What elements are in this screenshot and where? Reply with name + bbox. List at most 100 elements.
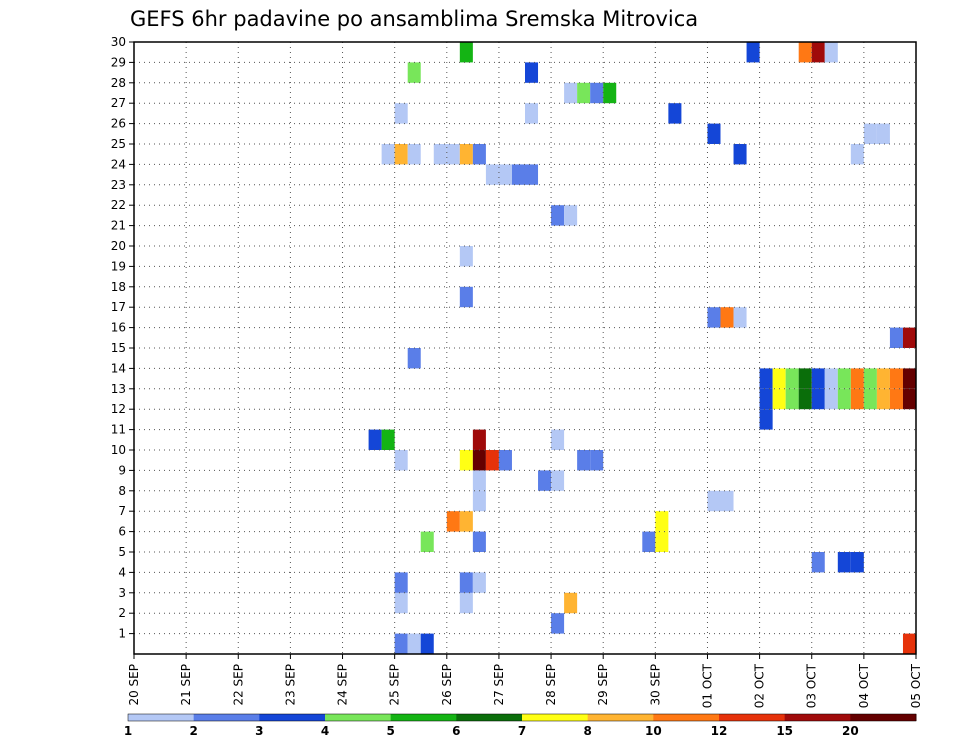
- legend-label: 7: [518, 724, 526, 738]
- heatmap-cell: [525, 164, 539, 185]
- heatmap-cell: [407, 633, 421, 654]
- heatmap-cell: [759, 409, 773, 430]
- heatmap-cell: [564, 205, 578, 226]
- y-tick-label: 3: [118, 586, 126, 600]
- legend-label: 2: [189, 724, 197, 738]
- heatmap-cell: [837, 368, 851, 389]
- y-tick-label: 15: [111, 341, 126, 355]
- heatmap-cell: [511, 164, 525, 185]
- y-tick-label: 25: [111, 137, 126, 151]
- legend-swatch: [653, 714, 720, 721]
- y-tick-label: 6: [118, 525, 126, 539]
- legend-label: 3: [255, 724, 263, 738]
- heatmap-cell: [394, 103, 408, 124]
- legend-label: 1: [124, 724, 132, 738]
- x-tick-label: 25 SEP: [388, 664, 402, 706]
- heatmap-cell: [498, 164, 512, 185]
- x-tick-label: 29 SEP: [596, 664, 610, 706]
- x-tick-label: 27 SEP: [492, 664, 506, 706]
- heatmap-cell: [876, 123, 890, 144]
- legend-swatch: [128, 714, 195, 721]
- heatmap-cell: [837, 552, 851, 573]
- x-tick-label: 24 SEP: [336, 664, 350, 706]
- heatmap-cell: [707, 307, 721, 328]
- heatmap-cell: [381, 429, 395, 450]
- heatmap-cell: [485, 164, 499, 185]
- heatmap-cell: [590, 82, 604, 104]
- heatmap-cell: [642, 531, 656, 552]
- heatmap-cell: [459, 572, 473, 593]
- heatmap-cell: [902, 327, 916, 348]
- heatmap-cell: [850, 144, 864, 165]
- heatmap-cell: [850, 368, 864, 389]
- heatmap-cell: [394, 592, 408, 614]
- heatmap-cell: [811, 388, 825, 410]
- heatmap-cell: [459, 592, 473, 614]
- heatmap-cell: [407, 348, 421, 369]
- heatmap-cell: [485, 450, 499, 471]
- heatmap-cell: [772, 388, 786, 410]
- y-tick-label: 21: [111, 219, 126, 233]
- x-tick-label: 04 OCT: [857, 663, 871, 708]
- legend-label: 10: [645, 724, 662, 738]
- heatmap-cell: [785, 368, 799, 389]
- y-tick-label: 1: [118, 627, 126, 641]
- heatmap-cell: [811, 368, 825, 389]
- legend-swatch: [587, 714, 654, 721]
- heatmap-cell: [850, 552, 864, 573]
- heatmap-cell: [394, 633, 408, 654]
- heatmap-cell: [668, 103, 682, 124]
- heatmap-cell: [590, 450, 604, 471]
- legend-swatch: [522, 714, 589, 721]
- legend: 1 2 3 4 5 6 7 8 10 12 15 20: [124, 713, 917, 738]
- heatmap-cell: [420, 531, 434, 552]
- heatmap-cell: [889, 368, 903, 389]
- x-tick-label: 01 OCT: [700, 663, 714, 708]
- heatmap-cell: [472, 531, 486, 552]
- heatmap-cell: [824, 368, 838, 389]
- x-tick-label: 02 OCT: [753, 663, 767, 708]
- x-tick-label: 26 SEP: [440, 664, 454, 706]
- heatmap-cell: [551, 205, 565, 226]
- y-tick-label: 19: [111, 259, 126, 273]
- heatmap-cell: [902, 388, 916, 410]
- heatmap-cell: [902, 368, 916, 389]
- heatmap-cell: [759, 388, 773, 410]
- heatmap-cell: [564, 82, 578, 104]
- heatmap-cell: [472, 572, 486, 593]
- heatmap-cell: [394, 450, 408, 471]
- x-tick-label: 20 SEP: [127, 664, 141, 706]
- y-tick-label: 28: [111, 76, 126, 90]
- legend-label: 12: [711, 724, 728, 738]
- heatmap-cell: [772, 368, 786, 389]
- legend-swatch: [259, 714, 326, 721]
- y-tick-label: 22: [111, 198, 126, 212]
- y-tick-label: 16: [111, 321, 126, 335]
- heatmap-cell: [564, 592, 578, 614]
- heatmap-cell: [368, 429, 382, 450]
- heatmap-cell: [459, 450, 473, 471]
- heatmap-cell: [837, 388, 851, 410]
- heatmap-cell: [459, 511, 473, 532]
- x-tick-label: 28 SEP: [544, 664, 558, 706]
- y-tick-label: 26: [111, 117, 126, 131]
- heatmap-cell: [433, 144, 447, 165]
- heatmap-cell: [525, 103, 539, 124]
- heatmap-cell: [498, 450, 512, 471]
- y-tick-label: 27: [111, 96, 126, 110]
- legend-label: 15: [776, 724, 793, 738]
- legend-label: 20: [842, 724, 859, 738]
- y-tick-label: 20: [111, 239, 126, 253]
- heatmap-cell: [459, 42, 473, 63]
- x-tick-label: 30 SEP: [648, 664, 662, 706]
- heatmap-cell: [876, 388, 890, 410]
- heatmap-cell: [459, 144, 473, 165]
- legend-frame: [127, 713, 917, 722]
- heatmap-cell: [446, 511, 460, 532]
- y-tick-label: 30: [111, 35, 126, 49]
- heatmap-cell: [551, 429, 565, 450]
- legend-label: 5: [386, 724, 394, 738]
- x-tick-label: 21 SEP: [179, 664, 193, 706]
- x-tick-label: 03 OCT: [805, 663, 819, 708]
